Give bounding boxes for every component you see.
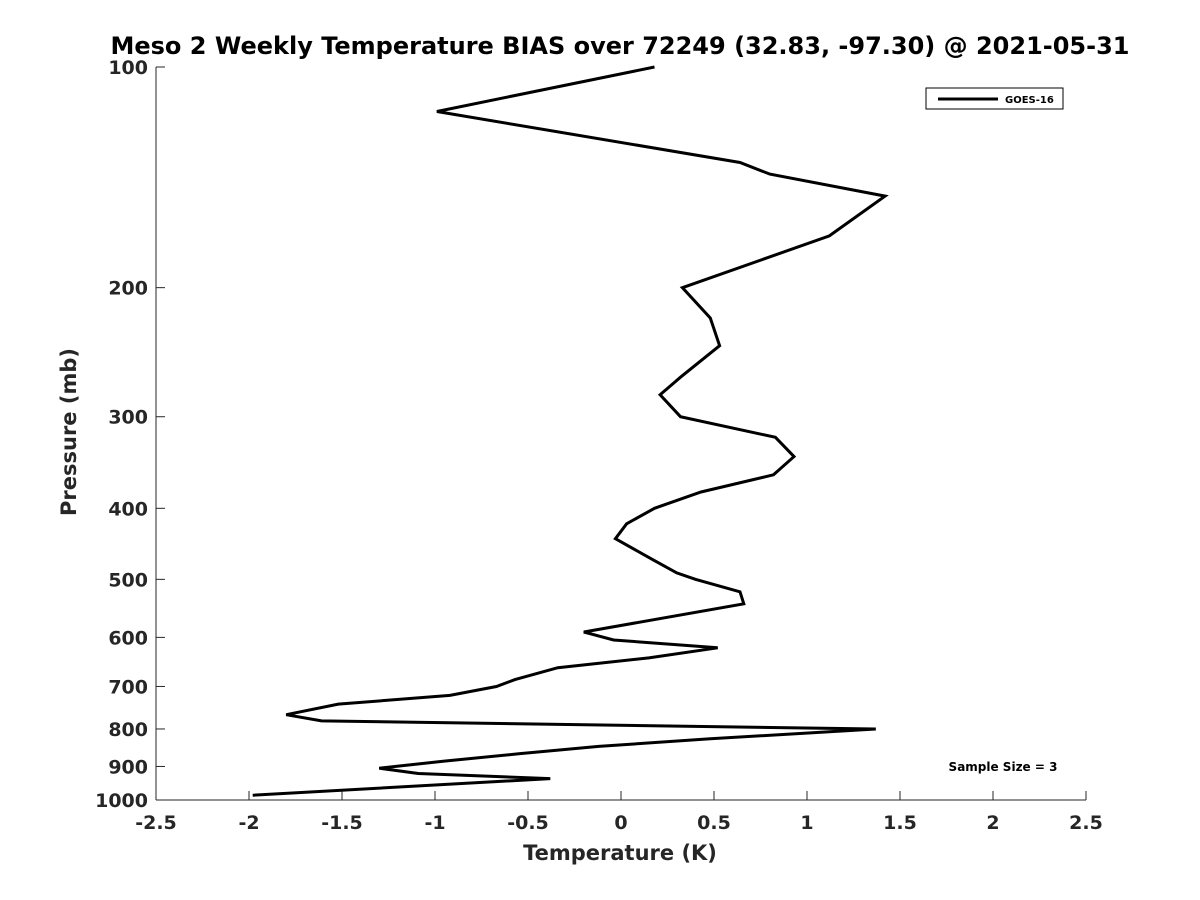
x-tick-label: 2 — [986, 812, 999, 834]
x-tick-label: -1.5 — [321, 812, 363, 834]
plot-area: -2.5 -2 -1.5 -1 -0.5 0 0.5 1 1.5 2 2.5 100 200 300 400… — [95, 57, 1103, 834]
y-tick-label: 900 — [108, 756, 148, 778]
x-axis-label: Temperature (K) — [523, 841, 717, 865]
x-tick-label: -0.5 — [507, 812, 549, 834]
x-tick-label: -2 — [238, 812, 259, 834]
y-tick-label: 100 — [108, 57, 148, 79]
y-tick-label: 300 — [108, 407, 148, 429]
x-tick-label: 0 — [614, 812, 627, 834]
y-tick-label: 200 — [108, 278, 148, 300]
legend: GOES-16 — [925, 87, 1064, 110]
legend-label-goes16: GOES-16 — [1005, 95, 1054, 106]
y-axis-label: Pressure (mb) — [57, 348, 81, 516]
x-tick-label: 0.5 — [697, 812, 731, 834]
series-line-goes16 — [252, 65, 889, 797]
x-tick-label: -1 — [424, 812, 445, 834]
y-tick-label: 700 — [108, 676, 148, 698]
y-tick-label: 400 — [108, 498, 148, 520]
x-tick-label: -2.5 — [135, 812, 177, 834]
y-tick-label: 500 — [108, 569, 148, 591]
chart-title: Meso 2 Weekly Temperature BIAS over 7224… — [110, 32, 1129, 60]
y-tick-label: 800 — [108, 719, 148, 741]
x-tick-label: 2.5 — [1069, 812, 1103, 834]
x-tick-label: 1 — [800, 812, 813, 834]
y-tick-label: 1000 — [95, 790, 148, 812]
x-tick-label: 1.5 — [883, 812, 917, 834]
y-tick-label: 600 — [108, 627, 148, 649]
sample-size-annotation: Sample Size = 3 — [949, 760, 1058, 774]
